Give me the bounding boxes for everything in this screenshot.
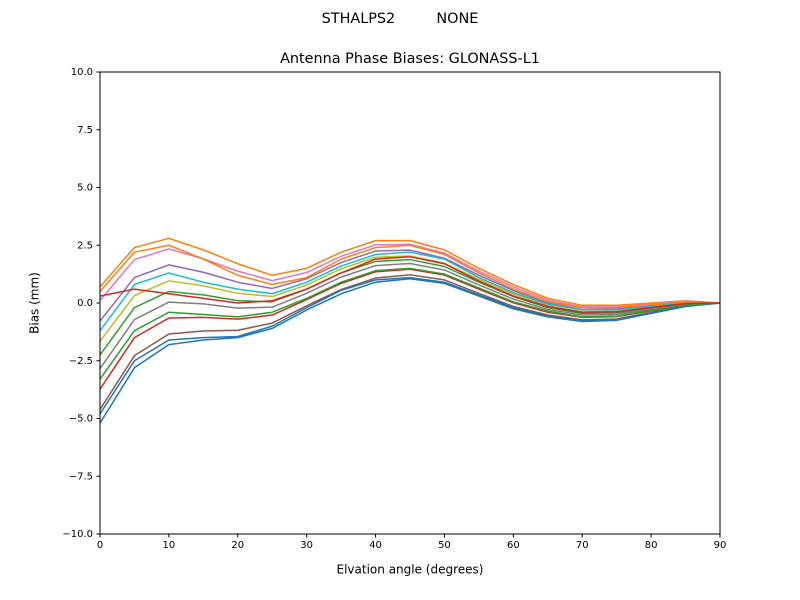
y-tick-label: −5.0 [69, 414, 93, 425]
x-tick-label: 10 [163, 540, 176, 551]
y-tick-label: 7.5 [77, 125, 93, 136]
x-tick-label: 0 [97, 540, 103, 551]
x-tick-label: 50 [438, 540, 451, 551]
x-tick-label: 60 [507, 540, 520, 551]
chart-title: Antenna Phase Biases: GLONASS-L1 [280, 51, 540, 67]
series-line [99, 258, 721, 356]
y-tick-label: −7.5 [69, 471, 93, 482]
x-tick-label: 90 [714, 540, 727, 551]
x-tick-label: 30 [300, 540, 313, 551]
suptitle: STHALPS2 NONE [322, 11, 479, 27]
x-tick-label: 70 [576, 540, 589, 551]
series-line [99, 262, 721, 370]
x-tick-label: 20 [231, 540, 244, 551]
y-tick-label: −2.5 [69, 356, 93, 367]
x-tick-label: 80 [645, 540, 658, 551]
series-line [99, 237, 721, 307]
series-line [99, 256, 721, 313]
series-line [99, 267, 721, 380]
series-line [99, 276, 721, 415]
y-tick-label: 0.0 [77, 298, 93, 309]
series-line [99, 249, 721, 322]
y-tick-label: −10.0 [62, 529, 93, 540]
y-axis-label: Bias (mm) [28, 272, 42, 334]
y-tick-label: 10.0 [71, 67, 93, 78]
series-line [99, 251, 721, 332]
series-line [99, 244, 721, 309]
y-tick-label: 5.0 [77, 183, 93, 194]
x-tick-label: 40 [369, 540, 382, 551]
x-axis-label: Elvation angle (degrees) [337, 563, 484, 577]
y-tick-label: 2.5 [77, 240, 93, 251]
